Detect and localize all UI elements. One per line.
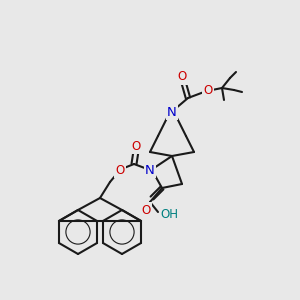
Text: O: O xyxy=(141,203,151,217)
Text: O: O xyxy=(131,140,141,152)
Text: N: N xyxy=(167,106,177,118)
Text: O: O xyxy=(177,70,187,83)
Text: O: O xyxy=(203,83,213,97)
Text: N: N xyxy=(145,164,155,176)
Text: OH: OH xyxy=(160,208,178,220)
Text: O: O xyxy=(116,164,124,176)
